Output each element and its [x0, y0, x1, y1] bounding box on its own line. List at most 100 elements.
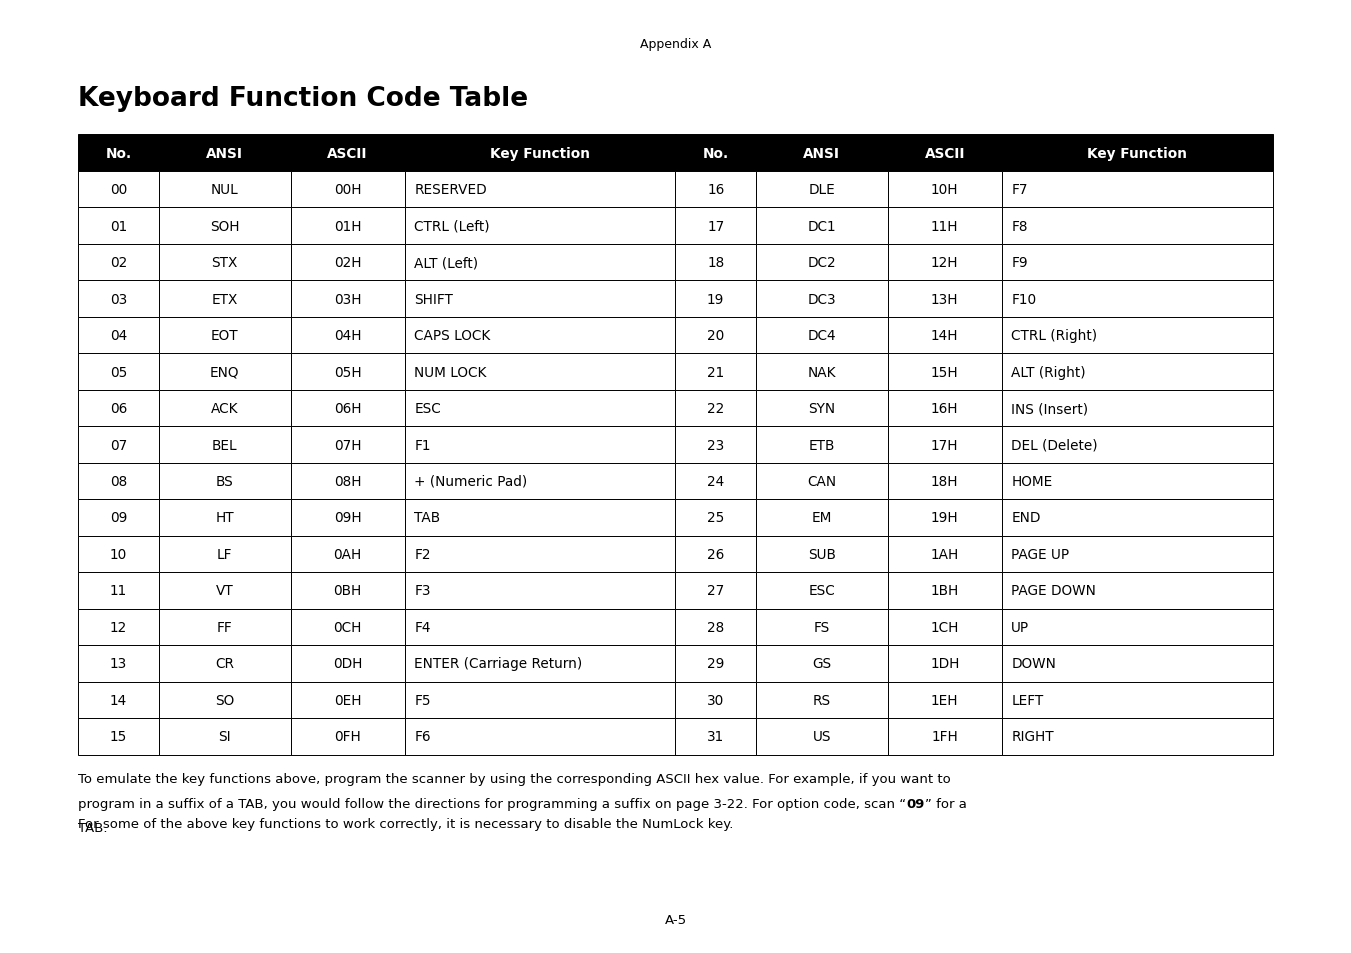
Text: 02H: 02H	[334, 255, 362, 270]
Text: 1BH: 1BH	[931, 584, 959, 598]
Text: CAN: CAN	[808, 475, 836, 489]
Text: ESC: ESC	[808, 584, 835, 598]
Text: 09: 09	[907, 797, 925, 810]
Text: To emulate the key functions above, program the scanner by using the correspondi: To emulate the key functions above, prog…	[78, 772, 951, 785]
Text: 01: 01	[109, 219, 127, 233]
Text: RESERVED: RESERVED	[415, 183, 486, 197]
Text: HOME: HOME	[1012, 475, 1052, 489]
Text: END: END	[1012, 511, 1040, 525]
Text: 27: 27	[707, 584, 724, 598]
Text: 1EH: 1EH	[931, 693, 959, 707]
Text: + (Numeric Pad): + (Numeric Pad)	[415, 475, 527, 489]
Text: ALT (Right): ALT (Right)	[1012, 365, 1086, 379]
Text: PAGE UP: PAGE UP	[1012, 547, 1070, 561]
Text: INS (Insert): INS (Insert)	[1012, 401, 1089, 416]
Text: 22: 22	[707, 401, 724, 416]
Text: 10H: 10H	[931, 183, 959, 197]
Text: HT: HT	[215, 511, 234, 525]
Text: 28: 28	[707, 620, 724, 635]
Text: 1DH: 1DH	[929, 657, 959, 671]
Text: 14H: 14H	[931, 329, 959, 343]
Text: TAB: TAB	[415, 511, 440, 525]
Text: F7: F7	[1012, 183, 1028, 197]
Text: F1: F1	[415, 438, 431, 452]
Text: LEFT: LEFT	[1012, 693, 1043, 707]
Text: F6: F6	[415, 730, 431, 743]
Text: 13H: 13H	[931, 293, 959, 306]
Text: 15: 15	[109, 730, 127, 743]
Text: 09: 09	[109, 511, 127, 525]
Text: 0CH: 0CH	[334, 620, 362, 635]
Text: SOH: SOH	[209, 219, 239, 233]
Text: ETX: ETX	[212, 293, 238, 306]
Text: 03H: 03H	[334, 293, 362, 306]
Text: 11: 11	[109, 584, 127, 598]
Text: F8: F8	[1012, 219, 1028, 233]
Text: SI: SI	[219, 730, 231, 743]
Text: 20: 20	[707, 329, 724, 343]
Text: 16: 16	[707, 183, 724, 197]
Text: SHIFT: SHIFT	[415, 293, 453, 306]
Text: DC3: DC3	[808, 293, 836, 306]
Text: EOT: EOT	[211, 329, 239, 343]
Text: ANSI: ANSI	[207, 147, 243, 160]
Text: 1CH: 1CH	[931, 620, 959, 635]
Text: PAGE DOWN: PAGE DOWN	[1012, 584, 1096, 598]
Text: 1AH: 1AH	[931, 547, 959, 561]
Text: F10: F10	[1012, 293, 1036, 306]
Text: 0FH: 0FH	[334, 730, 361, 743]
Text: No.: No.	[703, 147, 728, 160]
Text: 12: 12	[109, 620, 127, 635]
Text: ENTER (Carriage Return): ENTER (Carriage Return)	[415, 657, 582, 671]
Text: 02: 02	[109, 255, 127, 270]
Text: EM: EM	[812, 511, 832, 525]
Text: CTRL (Right): CTRL (Right)	[1012, 329, 1097, 343]
Text: 01H: 01H	[334, 219, 362, 233]
Text: Appendix A: Appendix A	[640, 38, 711, 51]
Text: 09H: 09H	[334, 511, 362, 525]
Text: DLE: DLE	[808, 183, 835, 197]
Text: 19H: 19H	[931, 511, 959, 525]
Text: 18H: 18H	[931, 475, 959, 489]
Text: ENQ: ENQ	[209, 365, 239, 379]
Text: ANSI: ANSI	[804, 147, 840, 160]
Text: 08H: 08H	[334, 475, 362, 489]
Text: 11H: 11H	[931, 219, 959, 233]
Text: FF: FF	[218, 620, 232, 635]
Text: F2: F2	[415, 547, 431, 561]
Text: 31: 31	[707, 730, 724, 743]
Text: ” for a: ” for a	[925, 797, 967, 810]
Text: 18: 18	[707, 255, 724, 270]
Text: 12H: 12H	[931, 255, 959, 270]
Text: ACK: ACK	[211, 401, 239, 416]
Text: 0DH: 0DH	[332, 657, 362, 671]
Text: US: US	[812, 730, 831, 743]
Text: TAB.: TAB.	[78, 821, 108, 835]
Text: 1FH: 1FH	[931, 730, 958, 743]
Text: 30: 30	[707, 693, 724, 707]
Text: SUB: SUB	[808, 547, 836, 561]
Text: RIGHT: RIGHT	[1012, 730, 1054, 743]
Text: NAK: NAK	[808, 365, 836, 379]
Text: DC1: DC1	[808, 219, 836, 233]
Text: CTRL (Left): CTRL (Left)	[415, 219, 490, 233]
Text: 29: 29	[707, 657, 724, 671]
Text: 24: 24	[707, 475, 724, 489]
Text: 06H: 06H	[334, 401, 362, 416]
Text: BEL: BEL	[212, 438, 238, 452]
Text: A-5: A-5	[665, 913, 686, 926]
Text: ETB: ETB	[809, 438, 835, 452]
Text: 10: 10	[109, 547, 127, 561]
Text: 16H: 16H	[931, 401, 959, 416]
Text: 00: 00	[109, 183, 127, 197]
Text: 04H: 04H	[334, 329, 362, 343]
Text: DC4: DC4	[808, 329, 836, 343]
Text: 21: 21	[707, 365, 724, 379]
Text: LF: LF	[218, 547, 232, 561]
Text: F5: F5	[415, 693, 431, 707]
Text: 0BH: 0BH	[334, 584, 362, 598]
Text: 25: 25	[707, 511, 724, 525]
Text: 0EH: 0EH	[334, 693, 362, 707]
Text: 23: 23	[707, 438, 724, 452]
Text: 26: 26	[707, 547, 724, 561]
